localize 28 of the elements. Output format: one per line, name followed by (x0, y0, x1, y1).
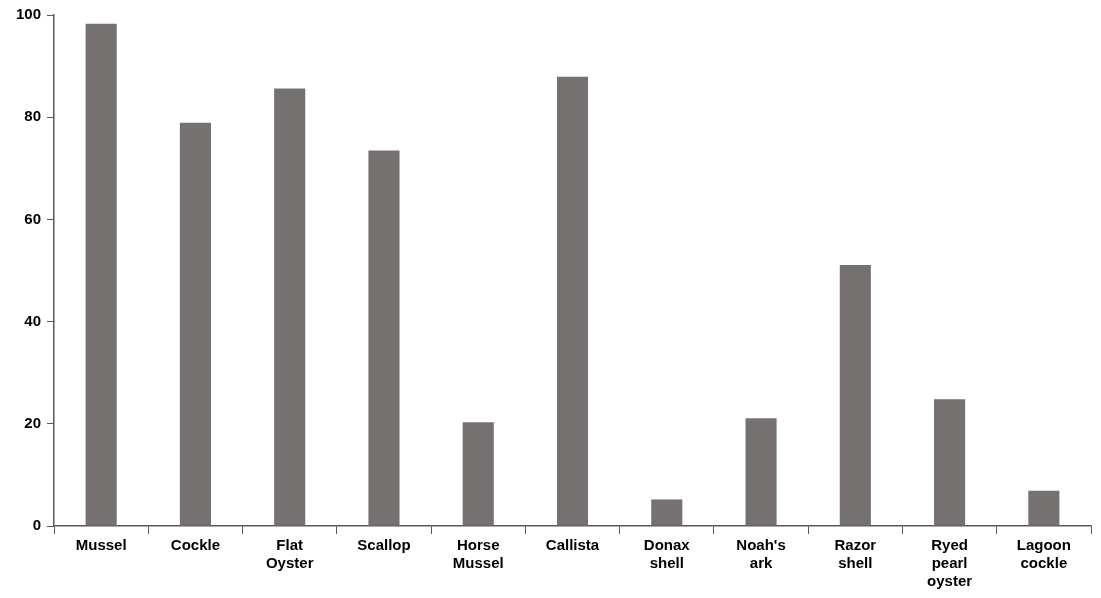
bar (368, 150, 400, 526)
y-tick-label: 100 (16, 5, 42, 23)
x-tick-label: Razor shell (834, 536, 877, 572)
x-tick-label: Ryed pearl oyster (927, 536, 973, 590)
y-tick-label: 60 (24, 209, 42, 227)
bar (934, 399, 966, 526)
y-tick-label: 20 (24, 413, 42, 431)
x-tick-label: Callista (545, 536, 600, 554)
x-tick-label: Horse Mussel (452, 536, 504, 572)
bar (839, 264, 871, 526)
bar (85, 23, 117, 526)
x-tick-label: Donax shell (643, 536, 691, 572)
y-tick-label: 80 (24, 107, 42, 125)
bar (1028, 490, 1060, 526)
bar (179, 122, 211, 526)
y-tick-label: 0 (32, 516, 42, 534)
x-tick-label: Cockle (170, 536, 221, 554)
x-tick-label: Lagoon cockle (1016, 536, 1071, 572)
bar (556, 76, 589, 526)
bar (651, 499, 683, 526)
x-tick-label: Scallop (357, 536, 411, 554)
y-tick-label: 40 (24, 311, 42, 329)
x-tick-label: Mussel (75, 536, 127, 554)
x-tick-label: Noah's ark (736, 536, 786, 572)
bar (462, 422, 494, 526)
bar (745, 418, 777, 526)
bar (274, 88, 306, 526)
x-tick-label: Flat Oyster (265, 536, 314, 572)
